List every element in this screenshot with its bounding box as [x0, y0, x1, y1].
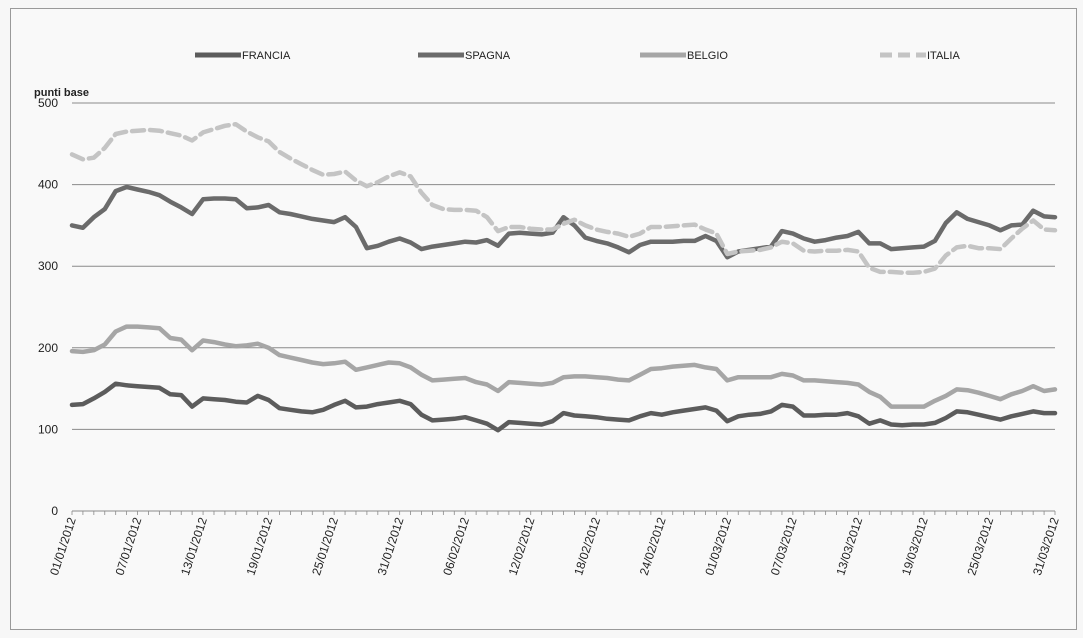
y-tick-label: 0 — [51, 504, 58, 518]
x-tick-label: 18/02/2012 — [571, 515, 603, 577]
x-tick-label: 13/03/2012 — [833, 515, 865, 577]
y-tick-label: 300 — [38, 259, 58, 273]
x-tick-label: 25/03/2012 — [964, 515, 996, 577]
x-tick-label: 19/01/2012 — [244, 515, 276, 577]
x-tick-label: 24/02/2012 — [637, 515, 669, 577]
legend: FRANCIA SPAGNA BELGIO ITALIA — [195, 50, 960, 62]
x-tick-label: 01/01/2012 — [47, 515, 79, 577]
series-line-belgio — [69, 324, 1058, 409]
series-line-francia — [69, 381, 1058, 433]
x-tick-label: 19/03/2012 — [899, 515, 931, 577]
series-line-spagna — [69, 184, 1058, 260]
y-tick-label: 500 — [38, 96, 58, 110]
y-tick-label: 200 — [38, 341, 58, 355]
x-tick-label: 13/01/2012 — [178, 515, 210, 577]
legend-label-francia: FRANCIA — [242, 50, 291, 62]
x-tick-label: 01/03/2012 — [702, 515, 734, 577]
x-tick-label: 06/02/2012 — [440, 515, 472, 577]
y-axis-label: punti base — [34, 87, 89, 99]
gridlines — [72, 102, 1055, 430]
series-line-italia — [69, 121, 1058, 275]
x-tick-label: 07/01/2012 — [113, 515, 145, 577]
x-tick-label: 31/01/2012 — [375, 515, 407, 577]
x-tick-label: 12/02/2012 — [506, 515, 538, 577]
y-tick-label: 100 — [38, 422, 58, 436]
x-tick-label: 25/01/2012 — [309, 515, 341, 577]
series-lines — [69, 121, 1058, 433]
x-axis: 01/01/2012 07/01/2012 13/01/2012 19/01/2012… — [47, 510, 1062, 577]
legend-label-belgio: BELGIO — [687, 50, 728, 62]
x-tick-label: 31/03/2012 — [1030, 515, 1062, 577]
y-tick-label: 400 — [38, 178, 58, 192]
legend-label-spagna: SPAGNA — [465, 50, 511, 62]
legend-label-italia: ITALIA — [927, 50, 960, 62]
x-tick-label: 07/03/2012 — [768, 515, 800, 577]
y-axis-ticks: 0 100 200 300 400 500 — [38, 96, 58, 518]
chart-frame — [10, 8, 1077, 630]
